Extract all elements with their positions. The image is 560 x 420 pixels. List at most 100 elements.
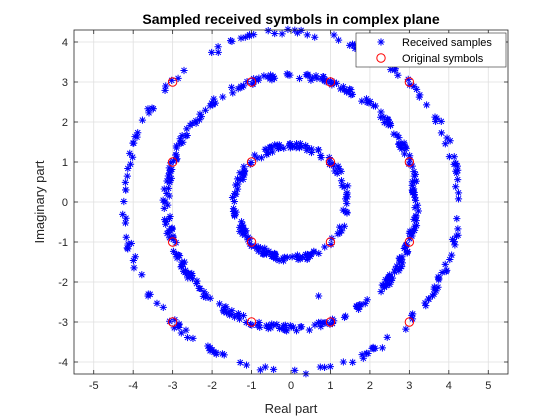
received-sample-marker: [395, 254, 404, 263]
received-sample-marker: [410, 215, 418, 223]
received-sample-marker: [128, 153, 137, 161]
received-sample-marker: [122, 186, 130, 194]
received-sample-marker: [172, 144, 181, 152]
received-sample-marker: [408, 232, 416, 240]
received-sample-marker: [239, 312, 248, 320]
received-sample-marker: [421, 299, 429, 307]
received-sample-marker: [236, 358, 244, 367]
received-sample-marker: [384, 116, 392, 124]
grid-lines: [74, 30, 508, 374]
received-sample-marker: [315, 318, 323, 327]
received-sample-marker: [129, 139, 137, 147]
received-sample-marker: [317, 323, 325, 331]
received-sample-marker: [383, 117, 391, 125]
received-sample-marker: [312, 72, 320, 80]
x-tick-label: -4: [128, 380, 138, 392]
received-sample-marker: [256, 366, 264, 374]
received-sample-marker: [175, 252, 184, 260]
received-sample-marker: [166, 317, 174, 325]
received-sample-marker: [336, 223, 344, 231]
received-sample-marker: [148, 104, 156, 112]
received-sample-marker: [163, 217, 171, 226]
received-sample-marker: [411, 170, 420, 179]
received-sample-marker: [197, 113, 205, 121]
received-sample-marker: [229, 207, 238, 216]
received-sample-marker: [377, 108, 385, 116]
received-sample-marker: [272, 255, 280, 263]
received-sample-marker: [328, 159, 336, 168]
received-sample-marker: [358, 351, 366, 359]
received-sample-marker: [450, 153, 458, 161]
received-sample-marker: [406, 81, 414, 89]
received-sample-marker: [437, 129, 446, 137]
received-sample-marker: [214, 43, 222, 51]
received-sample-marker: [303, 31, 311, 39]
received-sample-marker: [176, 135, 184, 143]
original-symbol-marker: [167, 77, 178, 87]
received-sample-marker: [344, 182, 352, 190]
received-sample-marker: [335, 165, 343, 173]
received-sample-marker: [253, 154, 261, 162]
received-sample-marker: [206, 102, 214, 110]
received-sample-marker: [363, 98, 371, 107]
received-sample-marker: [438, 268, 446, 277]
original-symbol-marker: [325, 317, 336, 327]
legend-box: [355, 32, 507, 68]
received-sample-marker: [265, 247, 273, 255]
received-sample-marker: [292, 140, 301, 148]
received-sample-marker: [327, 240, 335, 249]
received-sample-marker: [297, 26, 305, 35]
received-sample-marker: [335, 229, 344, 237]
received-sample-marker: [268, 73, 276, 81]
received-sample-marker: [393, 262, 401, 270]
received-sample-marker: [236, 169, 244, 177]
received-sample-marker: [245, 235, 254, 243]
received-sample-marker: [408, 186, 416, 194]
x-tick-label: -2: [207, 380, 217, 392]
received-sample-marker: [209, 100, 217, 108]
received-sample-marker: [228, 310, 236, 319]
received-sample-marker: [441, 260, 449, 268]
received-sample-marker: [180, 267, 188, 275]
received-sample-marker: [122, 214, 130, 222]
received-sample-marker: [364, 349, 372, 358]
original-symbol-marker: [246, 237, 257, 247]
received-sample-marker: [386, 280, 394, 288]
received-sample-marker: [377, 288, 385, 296]
received-sample-marker: [165, 228, 173, 236]
x-tick-label: -5: [89, 380, 99, 392]
received-sample-marker: [306, 252, 314, 260]
received-sample-marker: [410, 82, 418, 91]
received-sample-marker: [313, 74, 321, 83]
received-sample-marker: [361, 300, 369, 308]
received-sample-marker: [215, 300, 224, 308]
received-sample-marker: [196, 284, 204, 293]
received-sample-marker: [406, 227, 414, 235]
received-sample-marker: [451, 241, 459, 249]
received-sample-marker: [303, 146, 311, 154]
received-sample-marker: [219, 93, 227, 101]
received-sample-marker: [316, 363, 324, 371]
received-sample-marker: [145, 109, 153, 117]
received-sample-marker: [330, 317, 338, 325]
received-sample-marker: [410, 167, 418, 176]
received-sample-marker: [317, 153, 325, 162]
received-sample-marker: [334, 162, 342, 170]
received-sample-marker: [188, 275, 197, 283]
received-sample-marker: [153, 299, 161, 307]
received-sample-marker: [233, 185, 242, 193]
received-sample-marker: [315, 292, 323, 300]
received-sample-marker: [269, 365, 278, 374]
original-symbol-marker: [246, 77, 257, 87]
original-symbol-marker: [167, 317, 178, 327]
received-sample-marker: [237, 34, 245, 42]
x-tick-label: 0: [288, 380, 294, 392]
received-sample-marker: [330, 31, 338, 39]
received-sample-marker: [122, 233, 130, 241]
received-sample-marker: [166, 167, 174, 175]
received-sample-marker: [276, 324, 284, 333]
received-sample-marker: [166, 212, 174, 221]
received-sample-marker: [384, 121, 392, 129]
received-sample-marker: [411, 196, 420, 205]
